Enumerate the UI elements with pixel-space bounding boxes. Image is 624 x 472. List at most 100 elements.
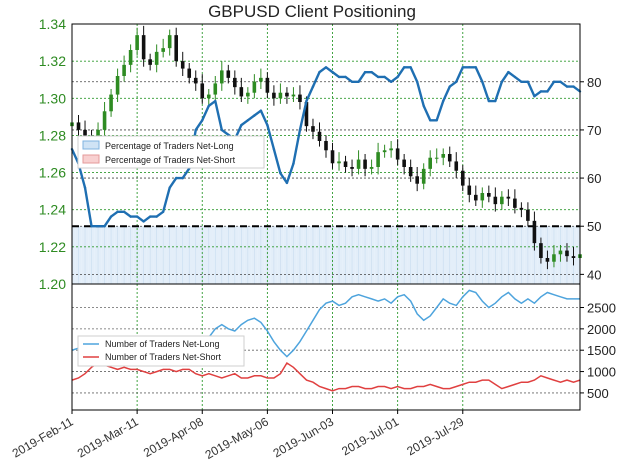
legend-label-net-long-pct: Percentage of Traders Net-Long (105, 141, 234, 151)
candle-body (291, 94, 296, 97)
candle-body (545, 258, 550, 262)
legend-label-net-short-pct: Percentage of Traders Net-Short (105, 155, 236, 165)
candle-body (200, 83, 205, 99)
candle-body (395, 148, 400, 160)
pct-line-segment (344, 75, 354, 83)
pct-line-segment (292, 128, 302, 165)
candle-body (233, 77, 237, 88)
bottom-legend: Number of Traders Net-Long Number of Tra… (77, 335, 245, 367)
count-tick-label: 1000 (587, 365, 616, 380)
legend-label-net-long-count: Number of Traders Net-Long (105, 339, 220, 349)
pct-line-segment (201, 104, 210, 122)
pct-line-segment (559, 80, 569, 88)
chart-title: GBPUSD Client Positioning (208, 2, 416, 21)
candle-body (532, 220, 537, 244)
candle-body (96, 129, 100, 140)
candle-body (356, 159, 361, 169)
pct-line-segment (259, 109, 269, 127)
candle-body (402, 159, 406, 167)
candle-body (376, 152, 380, 167)
candle-body (558, 250, 563, 255)
candle-body (135, 35, 139, 50)
pct-line-segment (455, 66, 464, 83)
pct-line-segment (500, 70, 510, 83)
pct-line-segment (513, 75, 523, 83)
pct-line-segment (207, 99, 217, 108)
legend-swatch-net-long (82, 140, 100, 150)
candle-body (252, 81, 257, 93)
band-net-long (72, 226, 76, 284)
percentage-axis: 40 50 60 70 80 (580, 75, 601, 282)
candle-body (141, 35, 146, 60)
candle-body (246, 92, 250, 97)
price-candles (70, 25, 582, 270)
candle-body (304, 102, 309, 127)
price-tick-label: 1.24 (39, 202, 66, 218)
candle-body (285, 92, 289, 97)
candle-body (174, 35, 179, 62)
pct-line-segment (526, 80, 536, 98)
candle-body (441, 154, 446, 158)
candle-body (415, 176, 419, 184)
candle-body (421, 168, 426, 184)
candle-body (552, 254, 556, 262)
count-tick-label: 1500 (587, 343, 616, 358)
pct-line-segment (422, 104, 432, 122)
candle-body (115, 76, 120, 95)
pct-line-segment (546, 80, 556, 93)
pct-line-segment (324, 66, 334, 74)
candle-body (154, 51, 159, 65)
pct-line-segment (357, 70, 367, 83)
candle-body (454, 161, 459, 171)
candle-body (206, 94, 211, 99)
candle-body (506, 196, 511, 199)
pct-line-segment (155, 210, 165, 218)
candle-body (102, 111, 107, 130)
pct-line-segment (122, 210, 132, 218)
pct-line-segment (83, 186, 93, 228)
candle-body (382, 150, 387, 153)
pct-line-segment (370, 70, 380, 79)
legend-swatch-net-short (82, 154, 100, 164)
price-tick-label: 1.28 (39, 127, 66, 143)
pct-tick-label: 40 (587, 267, 601, 282)
candle-body (128, 50, 133, 65)
candle-body (389, 148, 393, 151)
candle-body (539, 243, 543, 258)
pct-line-segment (109, 210, 119, 218)
pct-line-segment (331, 70, 341, 79)
price-axis: 1.20 1.22 1.24 1.26 1.28 1.30 1.32 1.34 (39, 16, 66, 292)
pct-line-segment (572, 85, 582, 93)
candle-body (513, 198, 517, 208)
pct-line-segment (266, 123, 276, 151)
candle-body (265, 77, 270, 93)
pct-line-segment (246, 114, 256, 122)
positioning-bands (71, 226, 581, 284)
pct-line-segment (161, 186, 171, 213)
candle-body (434, 157, 439, 159)
candle-body (122, 64, 126, 76)
pct-line-segment (240, 119, 250, 127)
pct-line-segment (318, 66, 328, 74)
count-axis: 500 1000 1500 2000 2500 (580, 300, 616, 401)
candle-body (330, 150, 335, 164)
pct-line-segment (383, 75, 393, 83)
pct-line-segment (103, 215, 113, 228)
candle-body (298, 94, 302, 102)
pct-line-segment (298, 99, 308, 132)
pct-line-segment (214, 99, 223, 132)
candle-body (337, 161, 341, 164)
price-tick-label: 1.32 (39, 53, 66, 69)
top-panel: 1.20 1.22 1.24 1.26 1.28 1.30 1.32 1.34 40 50 60 7… (39, 16, 602, 292)
candle-body (278, 92, 283, 99)
candle-body (526, 209, 530, 221)
pct-line-segment (279, 172, 289, 185)
candle-body (83, 129, 87, 136)
candle-body (460, 170, 465, 186)
candle-body (493, 196, 498, 205)
candle-body (408, 167, 413, 177)
pct-line-segment (396, 66, 406, 79)
pct-tick-label: 50 (587, 219, 601, 234)
candle-body (76, 122, 81, 130)
